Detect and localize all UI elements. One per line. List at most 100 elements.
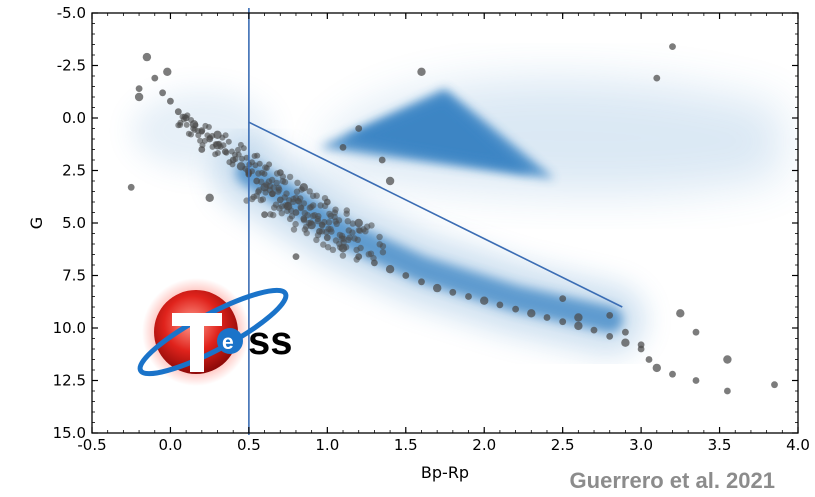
data-point [606, 312, 614, 319]
branch-point [188, 131, 194, 138]
cluster-point [284, 207, 291, 215]
cluster-point [292, 220, 299, 228]
data-point [378, 156, 386, 164]
data-point [142, 52, 152, 62]
data-point [205, 193, 214, 202]
cluster-point [281, 194, 288, 201]
data-point [433, 283, 442, 293]
cluster-point [294, 179, 301, 186]
y-tick-label: 5.0 [62, 214, 86, 232]
data-point [163, 67, 172, 77]
data-point [669, 43, 676, 50]
y-tick-label: 12.5 [53, 372, 86, 390]
data-point [323, 234, 331, 242]
x-tick-label: 4.0 [786, 436, 810, 454]
branch-point [192, 122, 199, 129]
cluster-point [255, 188, 262, 195]
density-giant-branch-core [343, 97, 532, 173]
cluster-point [345, 227, 352, 234]
cluster-point [354, 236, 361, 243]
cluster-point [353, 256, 360, 263]
x-tick-label: 0.0 [159, 436, 183, 454]
cluster-point [376, 241, 383, 248]
branch-point [205, 124, 212, 130]
x-tick-label: 0.5 [237, 436, 261, 454]
cluster-point [250, 193, 257, 201]
cluster-point [288, 212, 296, 220]
data-point [355, 125, 363, 132]
x-tick-label: 1.5 [394, 436, 418, 454]
logo-text: ss [248, 319, 293, 363]
cluster-point [353, 246, 360, 254]
branch-point [225, 138, 232, 145]
cluster-point [327, 226, 334, 233]
branch-point [194, 127, 201, 134]
data-point [134, 92, 144, 102]
cluster-point [273, 170, 281, 177]
data-point [417, 67, 426, 77]
cluster-point [302, 223, 310, 231]
data-point [418, 278, 425, 286]
branch-point [239, 155, 245, 162]
cluster-point [308, 203, 315, 211]
data-point [622, 328, 629, 336]
density-cloud [131, 77, 783, 355]
branch-point [252, 162, 259, 169]
x-tick-label: 3.5 [708, 436, 732, 454]
cluster-point [300, 217, 308, 224]
data-point [652, 363, 661, 373]
x-tick-label: 2.0 [472, 436, 496, 454]
cluster-point [325, 219, 333, 226]
cluster-point [307, 219, 314, 226]
cluster-point [276, 186, 283, 193]
cluster-point [327, 212, 334, 220]
branch-point [214, 150, 221, 156]
cluster-point [273, 179, 280, 187]
y-tick-label: 7.5 [62, 267, 86, 285]
data-point [645, 356, 653, 363]
branch-point [220, 142, 227, 149]
branch-point [183, 121, 190, 128]
cluster-point [370, 254, 377, 262]
branch-point [235, 151, 242, 158]
cluster-point [271, 204, 278, 211]
x-axis-label: Bp-Rp [421, 463, 469, 482]
tess-logo: e ss [137, 278, 293, 386]
cluster-point [286, 173, 294, 181]
credit-text: Guerrero et al. 2021 [569, 468, 775, 493]
data-point [574, 321, 583, 331]
data-point [543, 314, 551, 321]
data-point [261, 211, 268, 219]
x-tick-label: 2.5 [551, 436, 575, 454]
data-point [480, 296, 489, 305]
data-point [669, 370, 676, 378]
cluster-point [315, 212, 322, 220]
cluster-point [279, 173, 286, 180]
cluster-point [318, 228, 326, 235]
cluster-point [324, 244, 332, 251]
data-point [465, 293, 472, 300]
branch-point [235, 146, 241, 153]
y-tick-label: 0.0 [62, 109, 86, 127]
y-tick-label: -5.0 [57, 4, 86, 22]
star-points [127, 43, 778, 395]
cluster-point [335, 217, 343, 224]
branch-point [209, 143, 216, 150]
data-point [127, 183, 135, 191]
branch-point [229, 161, 236, 168]
data-point [723, 355, 732, 364]
cluster-point [339, 252, 347, 259]
data-point [449, 288, 457, 296]
branch-point [188, 117, 195, 123]
cluster-point [343, 210, 350, 217]
data-point [621, 338, 630, 347]
data-point [606, 333, 614, 340]
branch-point [181, 113, 188, 120]
cluster-point [342, 244, 350, 251]
branch-point [240, 145, 247, 152]
cluster-point [320, 241, 327, 248]
cluster-point [290, 226, 298, 233]
cluster-point [278, 210, 285, 217]
diagonal-cut-line [248, 121, 623, 308]
